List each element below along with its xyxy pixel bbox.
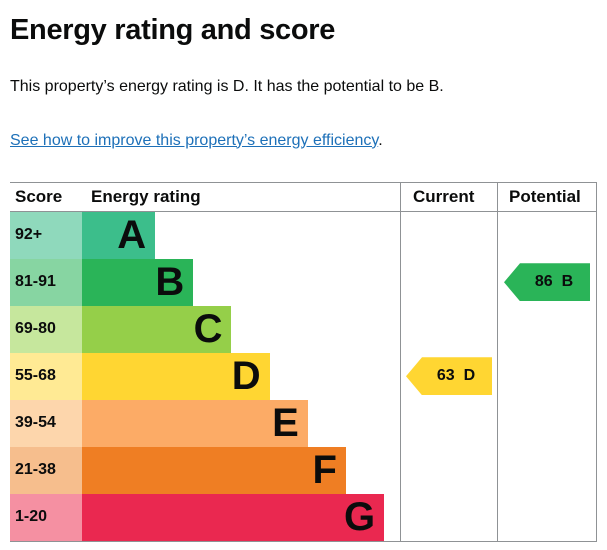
column-header-current: Current	[400, 182, 497, 212]
score-range-cell: 1-20	[10, 493, 82, 541]
page-title: Energy rating and score	[10, 14, 336, 46]
improve-link-line: See how to improve this property’s energ…	[10, 131, 597, 150]
current-column-cell	[400, 305, 497, 353]
rating-band-cell: D	[82, 352, 400, 400]
score-range-cell: 69-80	[10, 305, 82, 353]
current-band-letter: D	[463, 367, 476, 385]
rating-band-cell: B	[82, 258, 400, 306]
potential-column-cell	[497, 352, 597, 400]
current-score-value: 63	[436, 367, 455, 385]
score-range-cell: 21-38	[10, 446, 82, 494]
rating-band-cell: G	[82, 493, 400, 541]
improve-link-period: .	[378, 131, 383, 149]
current-column-cell	[400, 399, 497, 447]
rating-band-cell: E	[82, 399, 400, 447]
potential-rating-arrow: 86 B	[504, 263, 590, 302]
rating-summary-text: This property’s energy rating is D. It h…	[10, 78, 444, 96]
rating-band-letter: G	[343, 495, 376, 540]
potential-column-cell	[497, 493, 597, 541]
current-column-cell	[400, 493, 497, 541]
rating-band-cell: C	[82, 305, 400, 353]
rating-band-bar: A	[82, 211, 156, 259]
column-header-score: Score	[10, 183, 82, 212]
current-column-cell: 63 D	[400, 352, 497, 400]
rating-band-letter: E	[272, 401, 299, 446]
rating-band-bar: G	[82, 493, 385, 541]
potential-column-cell	[497, 446, 597, 494]
improve-efficiency-link[interactable]: See how to improve this property’s energ…	[10, 131, 379, 149]
potential-column-cell	[497, 305, 597, 353]
potential-band-letter: B	[561, 273, 574, 291]
energy-rating-chart: Score Energy rating Current Potential 92…	[10, 181, 597, 542]
potential-column-cell: 86 B	[497, 258, 597, 306]
column-header-rating: Energy rating	[82, 183, 400, 212]
current-column-cell	[400, 258, 497, 306]
rating-band-bar: C	[82, 305, 232, 353]
rating-band-letter: C	[193, 307, 223, 352]
potential-column-cell	[497, 211, 597, 259]
rating-band-cell: A	[82, 211, 400, 259]
rating-band-letter: B	[155, 260, 185, 305]
column-header-potential: Potential	[497, 182, 597, 212]
epc-rating-section: Energy rating and score This property’s …	[10, 14, 597, 542]
rating-band-bar: F	[82, 446, 346, 494]
current-column-cell	[400, 211, 497, 259]
current-rating-arrow: 63 D	[406, 357, 492, 396]
current-column-cell	[400, 446, 497, 494]
rating-band-letter: A	[117, 213, 147, 258]
score-range-cell: 81-91	[10, 258, 82, 306]
rating-band-letter: D	[231, 354, 261, 399]
rating-band-bar: B	[82, 258, 194, 306]
potential-score-value: 86	[534, 273, 553, 291]
rating-band-letter: F	[312, 448, 337, 493]
rating-band-cell: F	[82, 446, 400, 494]
rating-band-bar: E	[82, 399, 308, 447]
rating-band-bar: D	[82, 352, 270, 400]
score-range-cell: 55-68	[10, 352, 82, 400]
potential-column-cell	[497, 399, 597, 447]
score-range-cell: 39-54	[10, 399, 82, 447]
score-range-cell: 92+	[10, 211, 82, 259]
